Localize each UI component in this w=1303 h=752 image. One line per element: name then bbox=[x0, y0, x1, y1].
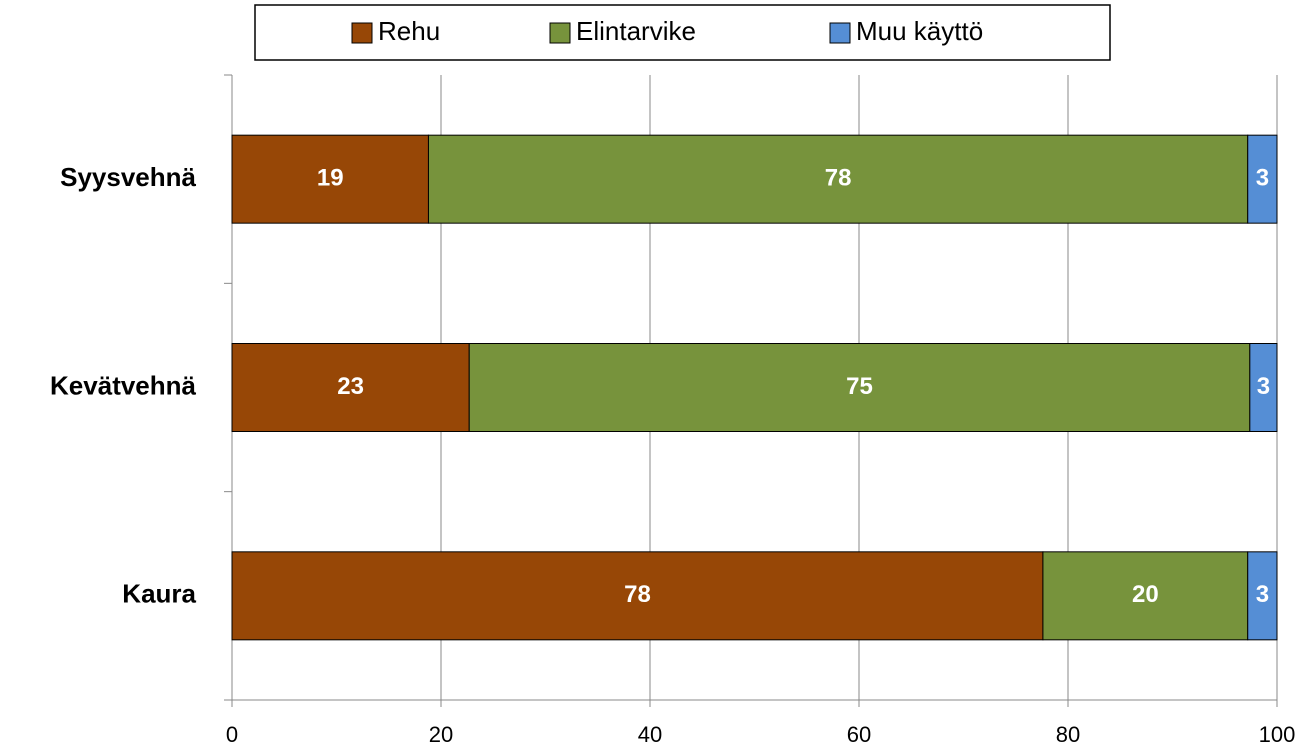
x-tick-label: 80 bbox=[1056, 722, 1080, 747]
x-tick-label: 0 bbox=[226, 722, 238, 747]
legend-label: Muu käyttö bbox=[856, 16, 983, 46]
data-label: 3 bbox=[1256, 165, 1269, 192]
bar-segment bbox=[1247, 551, 1278, 641]
legend-label: Rehu bbox=[378, 16, 440, 46]
x-tick-label: 20 bbox=[429, 722, 453, 747]
legend-swatch bbox=[829, 22, 851, 44]
data-label: 78 bbox=[825, 165, 852, 192]
y-tick-label: Kevätvehnä bbox=[50, 370, 196, 400]
legend-swatch bbox=[351, 22, 373, 44]
legend-label: Elintarvike bbox=[576, 16, 696, 46]
bar-segment bbox=[231, 551, 1044, 641]
legend-box bbox=[254, 4, 1111, 61]
bar-segment bbox=[1249, 343, 1278, 432]
data-label: 75 bbox=[846, 373, 873, 400]
x-tick-label: 100 bbox=[1259, 722, 1296, 747]
data-label: 3 bbox=[1257, 373, 1270, 400]
data-label: 3 bbox=[1256, 581, 1269, 608]
bar-segment bbox=[468, 343, 1251, 432]
data-label: 20 bbox=[1132, 581, 1159, 608]
y-tick-label: Kaura bbox=[122, 579, 196, 609]
data-label: 78 bbox=[624, 581, 651, 608]
data-label: 23 bbox=[337, 373, 364, 400]
x-tick-label: 60 bbox=[847, 722, 871, 747]
bar-segment bbox=[231, 134, 429, 224]
bar-segment bbox=[1247, 134, 1278, 224]
y-tick-label: Syysvehnä bbox=[60, 162, 196, 192]
legend-swatch bbox=[549, 22, 571, 44]
bar-segment bbox=[427, 134, 1249, 224]
x-tick-label: 40 bbox=[638, 722, 662, 747]
data-label: 19 bbox=[317, 165, 344, 192]
